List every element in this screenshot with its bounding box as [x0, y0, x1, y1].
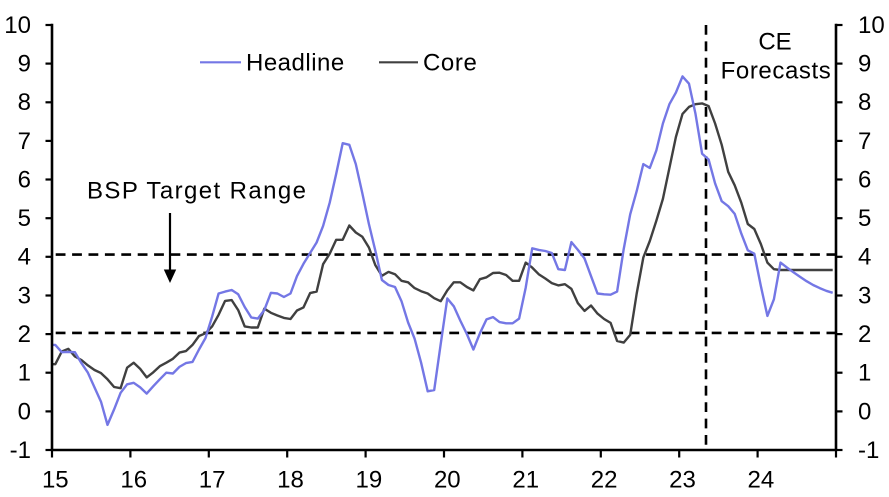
svg-text:4: 4	[858, 244, 871, 271]
svg-text:CE: CE	[758, 29, 791, 56]
svg-text:24: 24	[748, 467, 775, 494]
svg-text:2: 2	[18, 321, 31, 348]
svg-text:17: 17	[199, 467, 226, 494]
svg-text:2: 2	[858, 321, 871, 348]
svg-text:10: 10	[858, 12, 885, 39]
svg-text:7: 7	[18, 128, 31, 155]
svg-text:22: 22	[591, 467, 618, 494]
svg-text:23: 23	[669, 467, 696, 494]
svg-text:9: 9	[18, 51, 31, 78]
svg-text:1: 1	[858, 360, 871, 387]
svg-text:7: 7	[858, 128, 871, 155]
svg-text:6: 6	[18, 166, 31, 193]
svg-text:Core: Core	[423, 49, 477, 76]
svg-text:8: 8	[858, 89, 871, 116]
svg-text:1: 1	[18, 360, 31, 387]
svg-text:19: 19	[356, 467, 383, 494]
svg-text:9: 9	[858, 51, 871, 78]
svg-text:6: 6	[858, 166, 871, 193]
svg-text:10: 10	[4, 12, 31, 39]
svg-text:8: 8	[18, 89, 31, 116]
svg-text:BSP Target Range: BSP Target Range	[87, 178, 307, 205]
svg-text:4: 4	[18, 244, 31, 271]
svg-text:0: 0	[858, 398, 871, 425]
svg-text:21: 21	[512, 467, 539, 494]
svg-text:20: 20	[434, 467, 461, 494]
svg-text:Forecasts: Forecasts	[721, 57, 832, 84]
svg-text:5: 5	[18, 205, 31, 232]
svg-text:16: 16	[120, 467, 147, 494]
svg-text:Headline: Headline	[246, 49, 345, 76]
svg-text:15: 15	[42, 467, 69, 494]
svg-text:5: 5	[858, 205, 871, 232]
svg-text:-1: -1	[858, 437, 879, 464]
svg-text:3: 3	[858, 282, 871, 309]
svg-text:-1: -1	[10, 437, 31, 464]
svg-text:0: 0	[18, 398, 31, 425]
svg-text:18: 18	[277, 467, 304, 494]
svg-text:3: 3	[18, 282, 31, 309]
